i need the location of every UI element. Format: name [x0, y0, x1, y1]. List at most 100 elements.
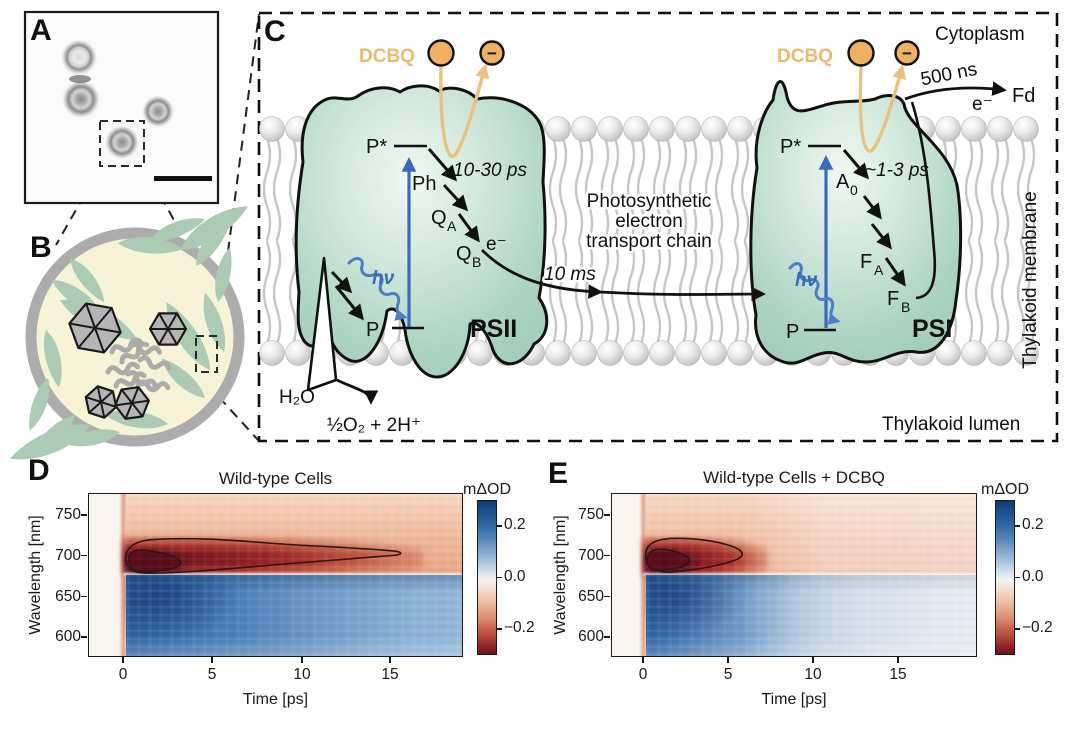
lipid-tail [974, 136, 984, 242]
psi-transfer-arrow [870, 223, 892, 250]
lipid-tail [678, 136, 688, 242]
psii-pstar-label: P* [366, 136, 387, 158]
y-axis-label-e: Wavelength [nm] [552, 515, 569, 635]
cbar-tick-label: −0.2 [1022, 619, 1053, 636]
lipid-head [961, 340, 987, 366]
lipid-head [467, 340, 493, 366]
scale-bar [154, 176, 212, 181]
oxygen-products-label: ½O₂ + 2H⁺ [327, 415, 421, 436]
psii-name: PSII [470, 315, 517, 343]
zoom-region-box [99, 120, 145, 167]
x-tick-label: 0 [638, 666, 648, 683]
psi-pstar-label: P* [780, 136, 801, 158]
lipid-head [571, 116, 597, 142]
panel-label-a: A [30, 14, 52, 47]
chain-caption-line2: electron [615, 211, 683, 232]
psii-transfer-arrow [457, 213, 480, 243]
psi-fb-exit-path [910, 101, 937, 300]
panel-label-c: C [264, 15, 286, 48]
lipid-head [987, 340, 1013, 366]
lipid-head [259, 340, 285, 366]
cbar-tick-label: 0.2 [504, 516, 526, 533]
thylakoid-membrane-label: Thylakoid membrane [1020, 191, 1041, 368]
lipid-tail [964, 136, 974, 242]
dcbq-electron-loop [858, 64, 907, 153]
lipid-head [1013, 340, 1039, 366]
lipid-tail [584, 240, 594, 346]
psi-photon-squiggle [788, 262, 841, 325]
psii-transfer-arrow [442, 183, 469, 212]
panel-label-b: B [30, 231, 52, 264]
lipid-tail [558, 136, 568, 242]
x-tick-label: 5 [723, 666, 733, 683]
oxygen-release-arrow [336, 378, 379, 405]
transport-chain-caption: Photosynthetic electron transport chain [584, 189, 715, 255]
psii-transfer-arrow [427, 148, 458, 182]
water-oxidation-wedge [306, 256, 338, 392]
psi-a0-label: A [836, 171, 850, 193]
electron-transfer-path [481, 249, 603, 299]
psii-qa-label: Q [431, 207, 447, 229]
lipid-tail [558, 240, 568, 346]
lipid-tail [1000, 136, 1010, 242]
lipid-tail [990, 136, 1000, 242]
psi-a0-sub: 0 [850, 182, 858, 198]
psi-protein-blob [749, 80, 963, 365]
cell-junction [69, 75, 91, 83]
water-electron-arrow [330, 270, 353, 294]
lipid-tail [548, 240, 558, 346]
lipid-tail [262, 136, 272, 242]
chain-caption-line1: Photosynthetic [587, 191, 712, 212]
cell-image [142, 96, 174, 128]
lipid-head [597, 340, 623, 366]
micrograph-frame [23, 10, 220, 205]
psi-p-label: P [786, 321, 799, 343]
water-electron-arrow [334, 285, 364, 321]
y-tick-label: 650 [55, 588, 81, 605]
dcbq-molecule-icon [427, 39, 455, 67]
lipid-tail [1026, 240, 1036, 346]
cbar-tick-label: 0.2 [1022, 516, 1044, 533]
psi-time-fast: ~1-3 ps [865, 160, 929, 181]
panel-c-dashed-border [257, 11, 1059, 443]
lipid-tail [652, 136, 662, 242]
lipid-tail [974, 240, 984, 346]
x-axis-label-d: Time [ps] [242, 691, 309, 708]
lipid-tail [1026, 136, 1036, 242]
lipid-tail [272, 240, 282, 346]
y-tick-label: 600 [578, 628, 604, 645]
lipid-head [623, 340, 649, 366]
y-tick-label: 650 [578, 588, 604, 605]
psii-electron-label: e⁻ [486, 234, 507, 255]
psi-name: PSI [912, 315, 952, 343]
dcbq-reduced-icon [894, 40, 920, 66]
lipid-head [727, 116, 753, 142]
x-axis-label-e: Time [ps] [761, 691, 827, 708]
cell-image [105, 126, 139, 160]
x-tick-label: 10 [293, 666, 311, 683]
lipid-tail [574, 136, 584, 242]
lipid-tail [636, 136, 646, 242]
psi-hv-label: hν [795, 270, 818, 291]
lipid-tail [730, 136, 740, 242]
panel-a-micrograph [23, 10, 220, 205]
lipid-tail [964, 240, 974, 346]
carboxysome-hexagons [68, 302, 188, 420]
psii-qa-sub: A [447, 218, 457, 234]
psii-p-label: P [366, 319, 379, 341]
contour-inner [127, 549, 182, 573]
lipid-head [935, 340, 961, 366]
lipid-tail [574, 240, 584, 346]
colorbar-label-d: mΔOD [462, 481, 511, 498]
dcbq-electron-loop [439, 63, 490, 159]
lipid-tail [600, 136, 610, 242]
heatmap-e-plot [611, 493, 977, 657]
lipid-head [1013, 116, 1039, 142]
heatmap-d-contours [125, 537, 402, 574]
electron-transfer-path [599, 286, 766, 302]
psi-transfer-arrow [884, 257, 906, 287]
y-tick-label: 600 [55, 628, 81, 645]
lipid-head [285, 340, 311, 366]
x-tick-label: 5 [207, 666, 217, 683]
